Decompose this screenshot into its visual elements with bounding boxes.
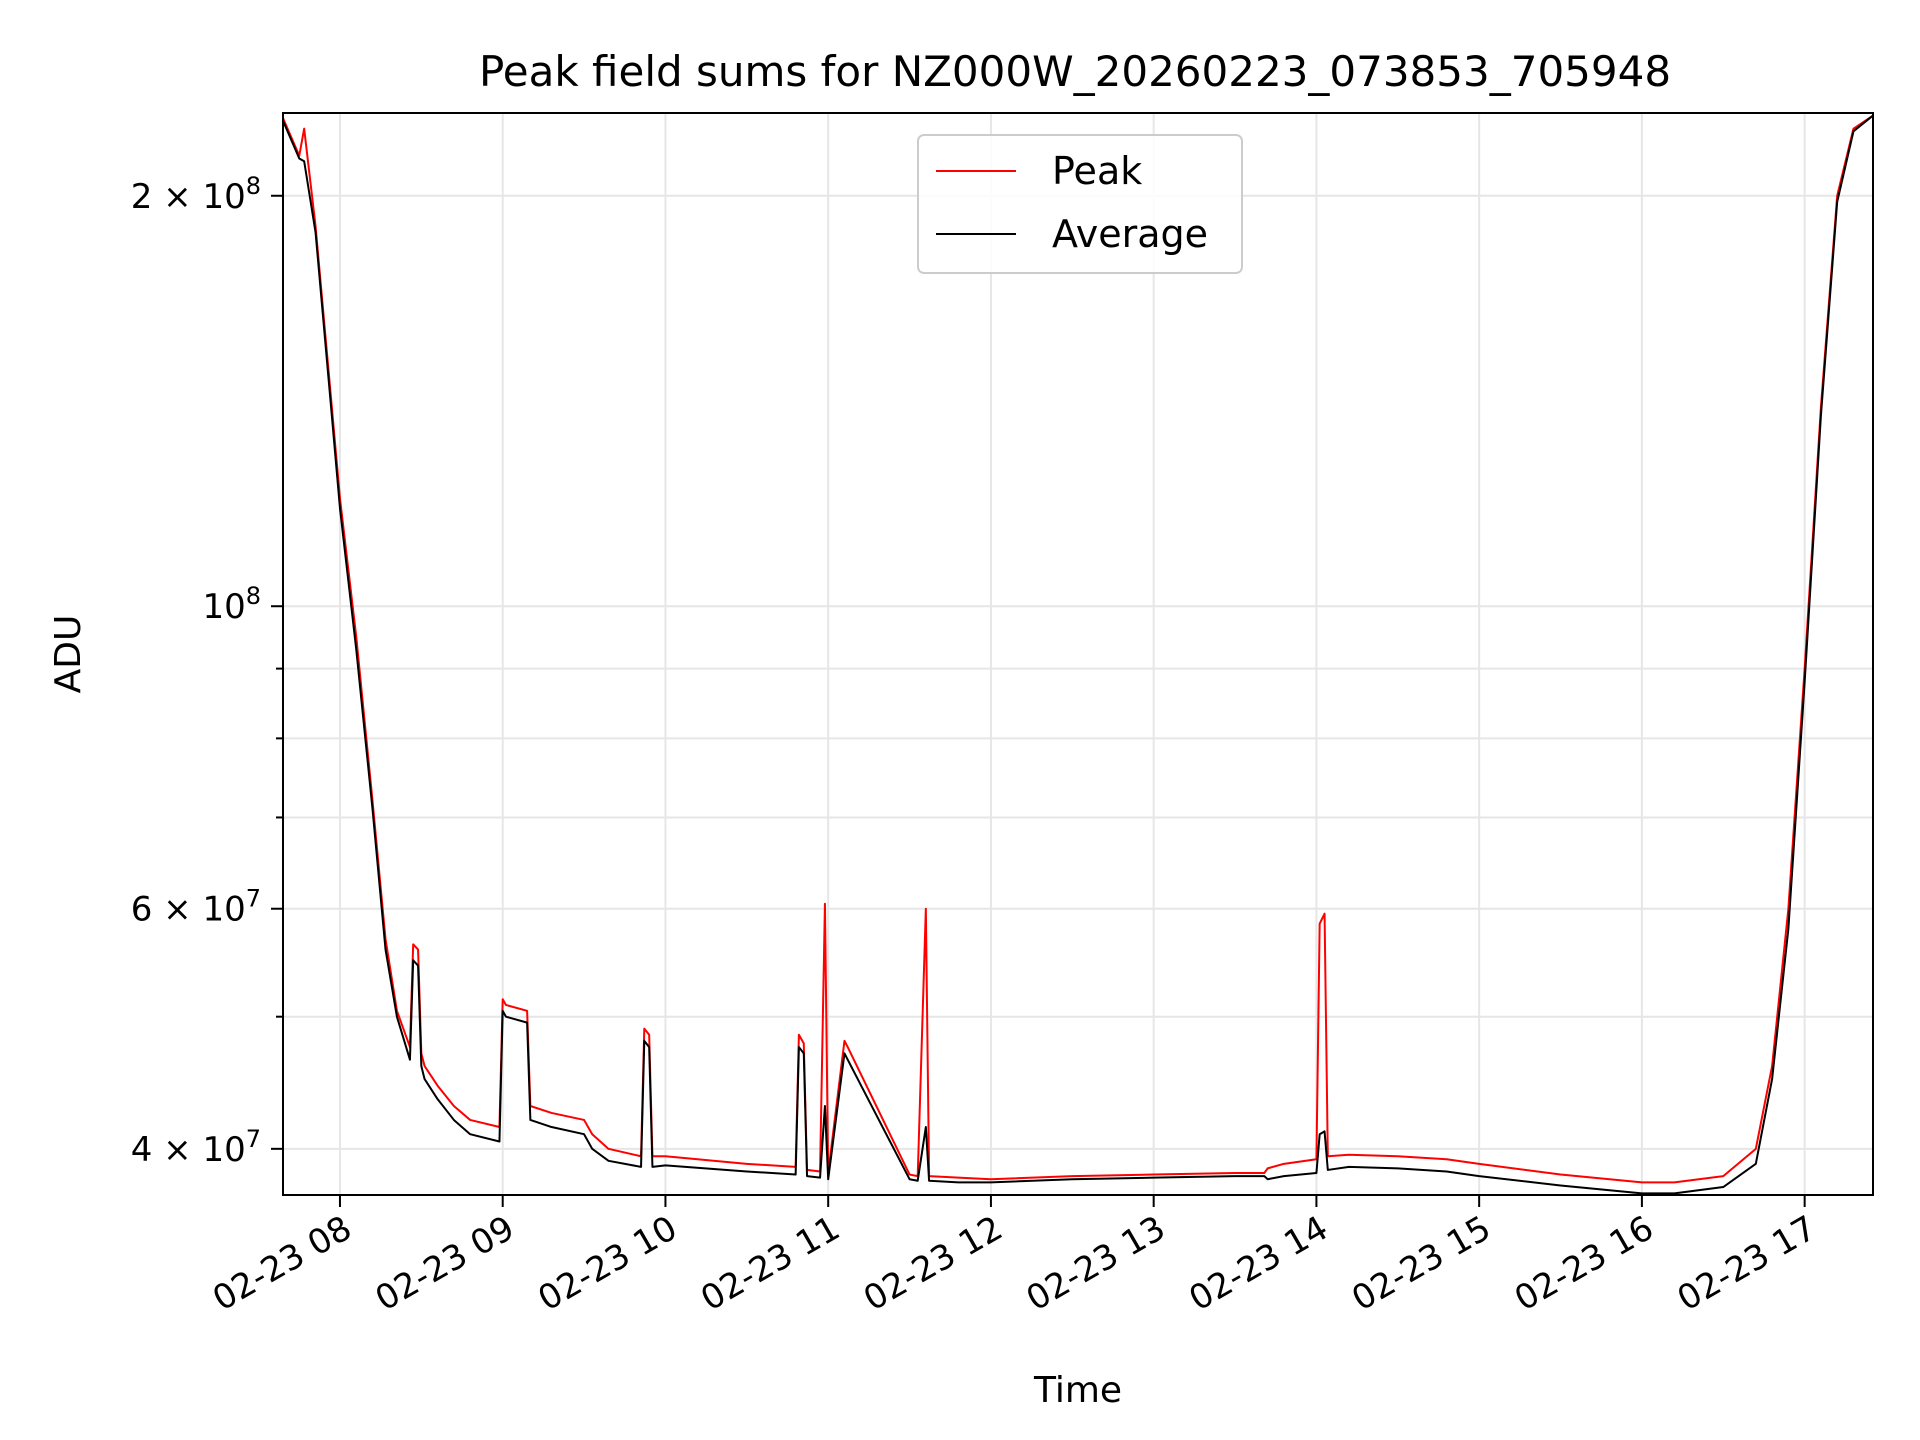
y-tick-label: 2 × 108: [131, 172, 261, 217]
chart-title: Peak field sums for NZ000W_20260223_0738…: [479, 47, 1671, 96]
series-line-average: [283, 114, 1873, 1195]
y-axis-label: ADU: [48, 615, 89, 694]
y-tick-label: 108: [202, 582, 261, 627]
legend-box: [917, 134, 1243, 274]
series-layer: [283, 114, 1873, 1195]
y-tick-label: 6 × 107: [131, 885, 261, 930]
y-axis: 4 × 107 6 × 107 108 2 × 108: [131, 172, 283, 1170]
x-axis-label: Time: [1033, 1370, 1122, 1411]
legend-average-label: Average: [1052, 212, 1208, 256]
y-tick-label: 4 × 107: [131, 1125, 261, 1170]
plot-frame: [282, 112, 1874, 1196]
legend-peak-label: Peak: [1052, 149, 1142, 193]
legend: Peak Average: [917, 134, 1243, 274]
